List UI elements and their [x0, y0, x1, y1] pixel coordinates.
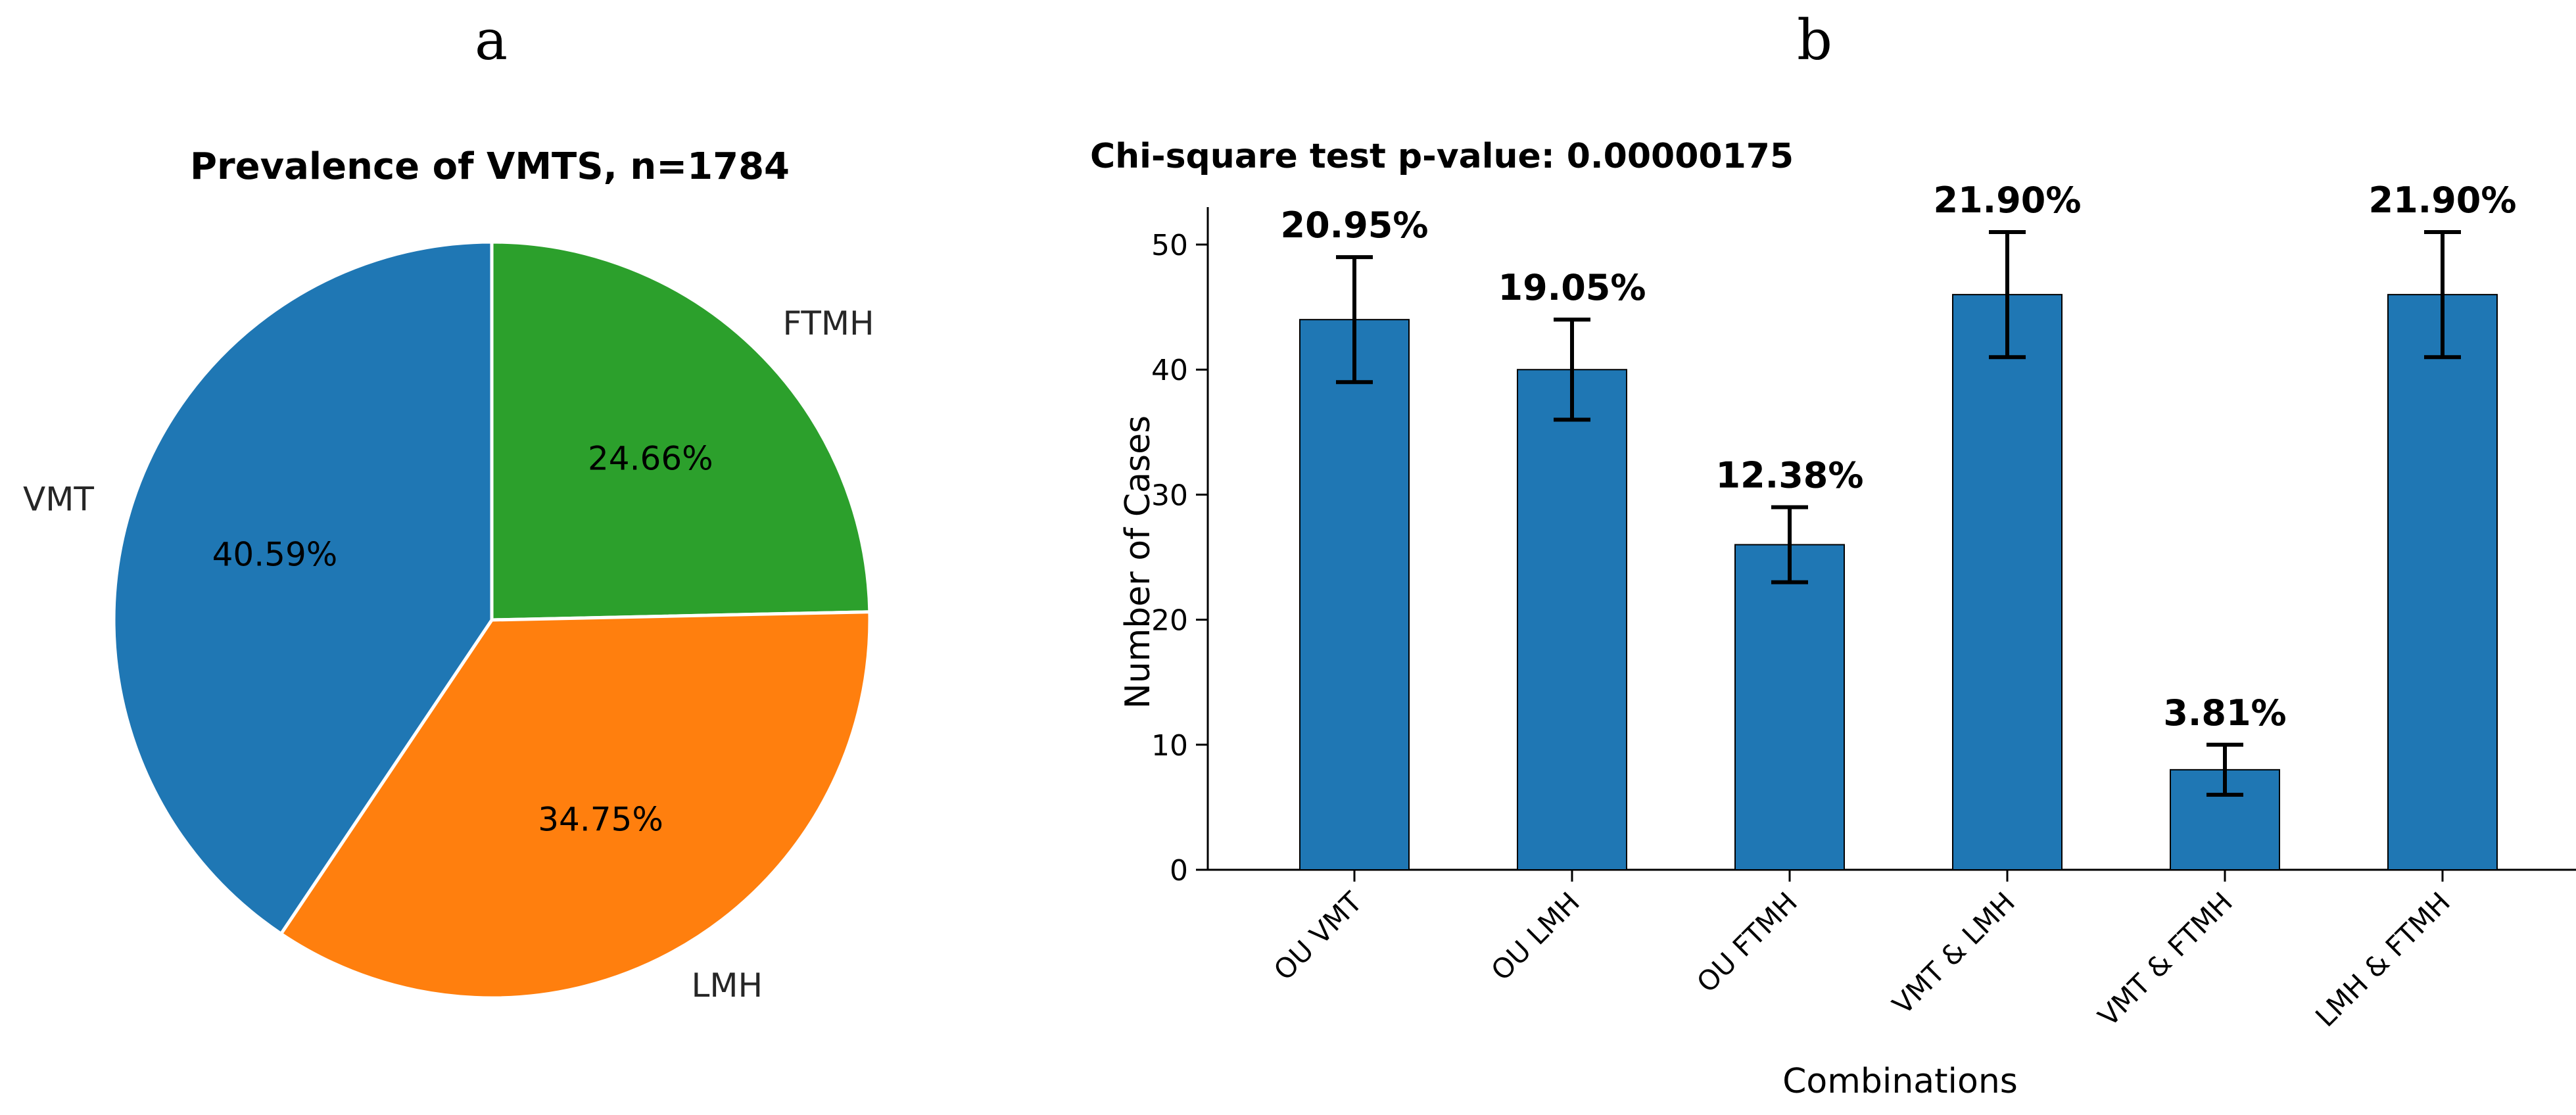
bar-ou-ftmh — [1734, 544, 1845, 871]
y-axis-label: Number of Cases — [1118, 415, 1158, 709]
y-tick-label-10: 10 — [1151, 729, 1188, 763]
x-tick-label-vmt-ftmh: VMT & FTMH — [2092, 886, 2239, 1032]
pie-category-label-vmt: VMT — [23, 481, 94, 519]
pie-pct-label-vmt: 40.59% — [212, 535, 338, 573]
bar-lmh-ftmh — [2387, 294, 2498, 870]
panel-b-label: b — [1797, 8, 1832, 72]
pie-labels: 24.66% FTMH 34.75% LMH 40.59% VMT — [23, 304, 874, 1005]
pie-slices — [112, 240, 872, 1000]
x-tick-label-ou-vmt: OU VMT — [1268, 886, 1369, 987]
pie-category-label-ftmh: FTMH — [782, 304, 874, 343]
y-tick-label-20: 20 — [1151, 604, 1188, 638]
y-tick-label-40: 40 — [1151, 354, 1188, 387]
pie-pct-label-lmh: 34.75% — [538, 801, 663, 839]
panel-a-label: a — [475, 8, 508, 72]
pie-chart: Prevalence of VMTS, n=1784 24.66% FTMH 34.… — [23, 145, 874, 1005]
bar-value-label-vmt-lmh: 21.90% — [1934, 179, 2082, 221]
pie-category-label-lmh: LMH — [691, 966, 763, 1005]
bar-value-label-ou-lmh: 19.05% — [1498, 267, 1646, 308]
bar-value-label-ou-vmt: 20.95% — [1281, 204, 1429, 246]
bar-chart: Chi-square test p-value: 0.00000175 0 10 2… — [1090, 137, 2576, 1101]
pie-pct-label-ftmh: 24.66% — [588, 439, 713, 477]
bar-vmt-lmh — [1952, 294, 2063, 870]
y-tick-label-0: 0 — [1170, 854, 1188, 888]
bar-ou-lmh — [1517, 369, 1627, 870]
pie-slice-lmh — [279, 610, 872, 1000]
bar-marks: 20.95% 19.05% 12.38% 21.90% 3.81% 21.90% — [1281, 179, 2517, 871]
x-tick-label-ou-ftmh: OU FTMH — [1690, 886, 1803, 999]
bar-value-label-ou-ftmh: 12.38% — [1716, 454, 1864, 496]
x-tick-label-vmt-lmh: VMT & LMH — [1886, 886, 2021, 1020]
y-tick-label-50: 50 — [1151, 229, 1188, 262]
y-tick-label-30: 30 — [1151, 479, 1188, 512]
bar-ou-vmt — [1299, 319, 1410, 870]
x-tick-label-ou-lmh: OU LMH — [1485, 886, 1586, 987]
bar-value-label-lmh-ftmh: 21.90% — [2369, 179, 2517, 221]
bar-value-label-vmt-ftmh: 3.81% — [2163, 692, 2286, 734]
pie-slice-vmt — [112, 240, 494, 936]
pie-slice-ftmh — [490, 240, 872, 622]
x-tick-label-lmh-ftmh: LMH & FTMH — [2309, 886, 2456, 1033]
pie-title: Prevalence of VMTS, n=1784 — [190, 145, 790, 188]
bar-title: Chi-square test p-value: 0.00000175 — [1090, 137, 1794, 176]
x-axis-label: Combinations — [1782, 1062, 2018, 1101]
